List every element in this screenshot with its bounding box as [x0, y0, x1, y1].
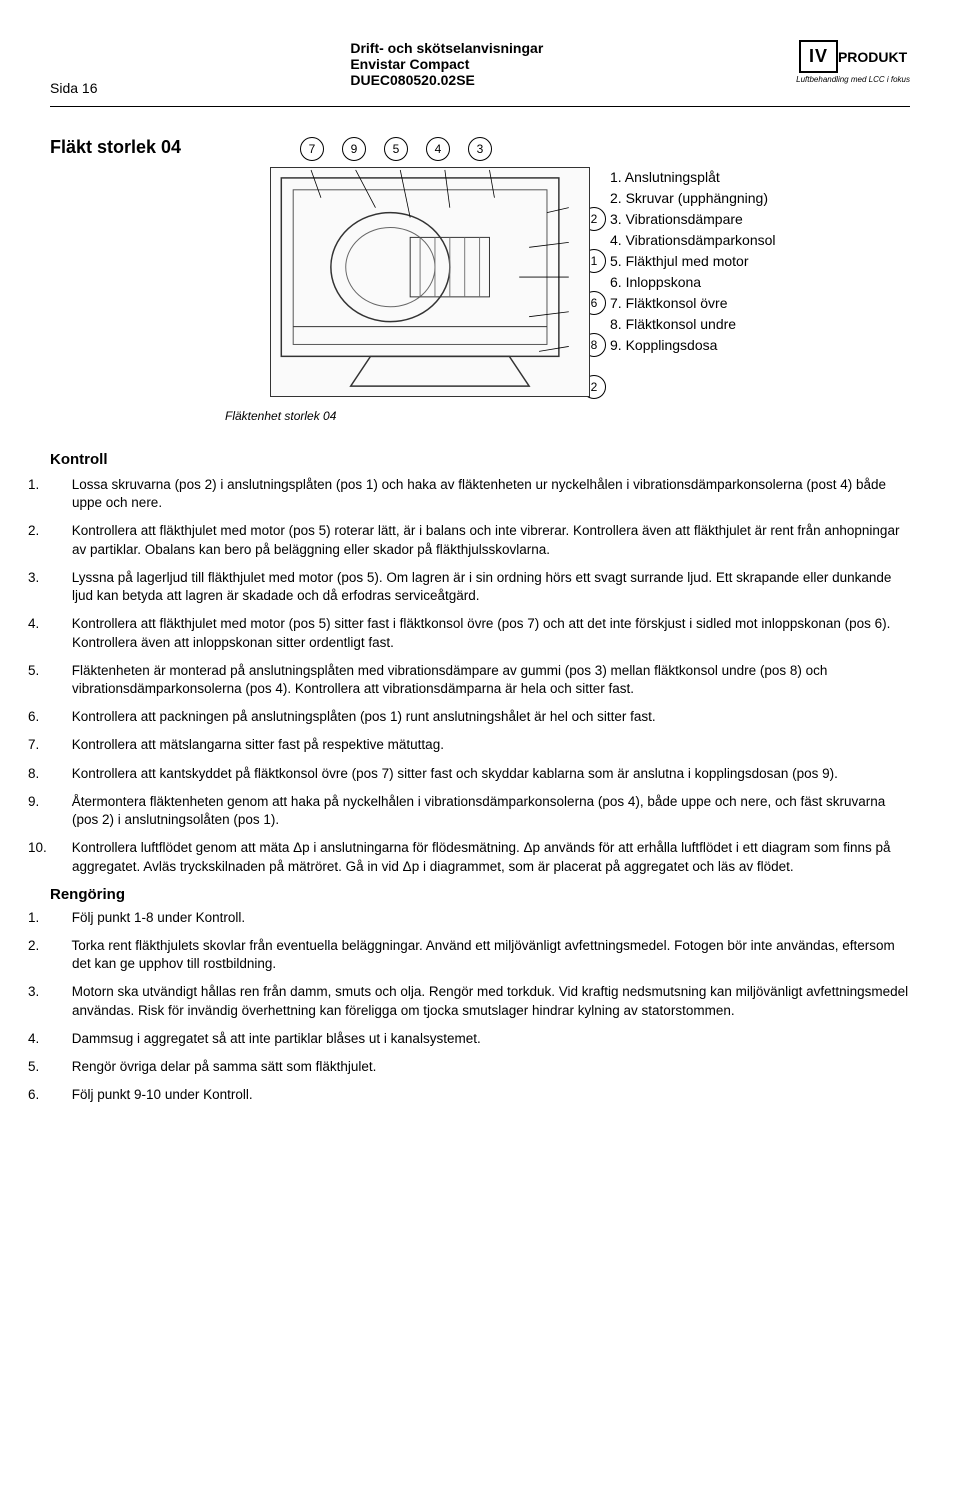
diagram-container: 7 9 5 4 3 [270, 137, 610, 399]
item-number: 6. [50, 708, 68, 726]
kontroll-item: 4. Kontrollera att fläkthjulet med motor… [50, 615, 910, 651]
item-number: 2. [50, 937, 68, 955]
kontroll-item: 6. Kontrollera att packningen på anslutn… [50, 708, 910, 726]
parts-list-item: 6. Inloppskona [610, 272, 776, 293]
parts-list-item: 5. Fläkthjul med motor [610, 251, 776, 272]
rengoring-item: 4. Dammsug i aggregatet så att inte part… [50, 1030, 910, 1048]
page-header: Sida 16 Drift- och skötselanvisningar En… [50, 40, 910, 96]
item-number: 9. [50, 793, 68, 811]
item-text: Kontrollera att fläkthjulet med motor (p… [72, 616, 891, 649]
item-text: Fläktenheten är monterad på anslutningsp… [72, 663, 828, 696]
rengoring-item: 3. Motorn ska utvändigt hållas ren från … [50, 983, 910, 1019]
parts-list-item: 1. Anslutningsplåt [610, 167, 776, 188]
item-text: Följ punkt 1-8 under Kontroll. [72, 910, 245, 925]
item-number: 3. [50, 983, 68, 1001]
kontroll-heading: Kontroll [50, 451, 910, 468]
kontroll-item: 9. Återmontera fläktenheten genom att ha… [50, 793, 910, 829]
kontroll-item: 3. Lyssna på lagerljud till fläkthjulet … [50, 569, 910, 605]
kontroll-item: 2. Kontrollera att fläkthjulet med motor… [50, 522, 910, 558]
parts-list-item: 7. Fläktkonsol övre [610, 293, 776, 314]
item-number: 7. [50, 736, 68, 754]
item-number: 5. [50, 1058, 68, 1076]
parts-list: 1. Anslutningsplåt 2. Skruvar (upphängni… [610, 167, 776, 356]
callout-number: 7 [300, 137, 324, 161]
callout-number: 9 [342, 137, 366, 161]
rengoring-item: 1. Följ punkt 1-8 under Kontroll. [50, 909, 910, 927]
item-text: Dammsug i aggregatet så att inte partikl… [72, 1031, 481, 1046]
doc-title-block: Drift- och skötselanvisningar Envistar C… [350, 40, 543, 88]
item-number: 3. [50, 569, 68, 587]
diagram-caption: Fläktenhet storlek 04 [225, 409, 910, 423]
item-text: Motorn ska utvändigt hållas ren från dam… [72, 984, 908, 1017]
callout-row-top: 7 9 5 4 3 [300, 137, 610, 161]
callout-number: 5 [384, 137, 408, 161]
parts-list-item: 3. Vibrationsdämpare [610, 209, 776, 230]
item-number: 2. [50, 522, 68, 540]
kontroll-list: 1. Lossa skruvarna (pos 2) i anslutnings… [50, 476, 910, 876]
item-number: 4. [50, 1030, 68, 1048]
item-number: 10. [50, 839, 68, 857]
rengoring-item: 5. Rengör övriga delar på samma sätt som… [50, 1058, 910, 1076]
kontroll-item: 7. Kontrollera att mätslangarna sitter f… [50, 736, 910, 754]
parts-list-item: 2. Skruvar (upphängning) [610, 188, 776, 209]
kontroll-item: 1. Lossa skruvarna (pos 2) i anslutnings… [50, 476, 910, 512]
logo-tagline: Luftbehandling med LCC i fokus [796, 75, 910, 84]
callout-number: 3 [468, 137, 492, 161]
item-text: Lossa skruvarna (pos 2) i anslutningsplå… [72, 477, 886, 510]
rengoring-heading: Rengöring [50, 886, 910, 903]
doc-title-line1: Drift- och skötselanvisningar [350, 40, 543, 56]
item-number: 1. [50, 476, 68, 494]
item-text: Kontrollera att fläkthjulet med motor (p… [72, 523, 900, 556]
logo-top-text: IV [809, 46, 828, 66]
rengoring-item: 6. Följ punkt 9-10 under Kontroll. [50, 1086, 910, 1104]
page-number: Sida 16 [50, 40, 97, 96]
rengoring-list: 1. Följ punkt 1-8 under Kontroll. 2. Tor… [50, 909, 910, 1105]
item-text: Kontrollera luftflödet genom att mäta Δp… [72, 840, 891, 873]
item-number: 8. [50, 765, 68, 783]
logo-bottom-text: PRODUKT [838, 49, 907, 65]
item-text: Följ punkt 9-10 under Kontroll. [72, 1087, 253, 1102]
parts-list-item: 4. Vibrationsdämparkonsol [610, 230, 776, 251]
fan-unit-drawing [270, 167, 590, 397]
doc-code: DUEC080520.02SE [350, 72, 543, 88]
item-number: 6. [50, 1086, 68, 1104]
kontroll-item: 8. Kontrollera att kantskyddet på fläktk… [50, 765, 910, 783]
parts-list-item: 9. Kopplingsdosa [610, 335, 776, 356]
item-text: Lyssna på lagerljud till fläkthjulet med… [72, 570, 892, 603]
item-text: Kontrollera att mätslangarna sitter fast… [72, 737, 444, 752]
item-text: Torka rent fläkthjulets skovlar från eve… [72, 938, 895, 971]
rengoring-item: 2. Torka rent fläkthjulets skovlar från … [50, 937, 910, 973]
item-text: Återmontera fläktenheten genom att haka … [72, 794, 886, 827]
kontroll-item: 10. Kontrollera luftflödet genom att mät… [50, 839, 910, 875]
item-number: 1. [50, 909, 68, 927]
logo-icon: IV [799, 40, 838, 73]
item-text: Rengör övriga delar på samma sätt som fl… [72, 1059, 377, 1074]
header-divider [50, 106, 910, 107]
doc-title-line2: Envistar Compact [350, 56, 543, 72]
section-title: Fläkt storlek 04 [50, 137, 270, 158]
item-number: 5. [50, 662, 68, 680]
item-text: Kontrollera att packningen på anslutning… [72, 709, 656, 724]
kontroll-item: 5. Fläktenheten är monterad på anslutnin… [50, 662, 910, 698]
parts-list-item: 8. Fläktkonsol undre [610, 314, 776, 335]
item-number: 4. [50, 615, 68, 633]
item-text: Kontrollera att kantskyddet på fläktkons… [72, 766, 838, 781]
logo-block: IV PRODUKT Luftbehandling med LCC i foku… [796, 40, 910, 84]
callout-number: 4 [426, 137, 450, 161]
